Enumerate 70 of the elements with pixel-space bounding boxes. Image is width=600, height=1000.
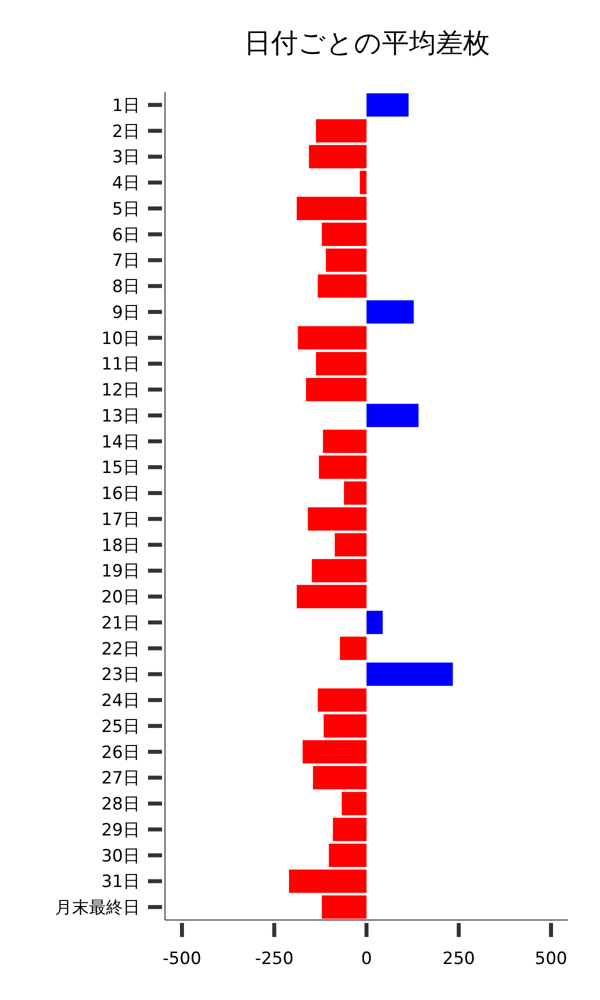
y-tick-label: 29日 [101,820,140,840]
y-tick-label: 30日 [101,846,140,866]
bar [332,818,366,842]
y-tick-label: 19日 [101,562,140,582]
bar [289,870,366,893]
x-tick-label: 250 [442,949,475,969]
bar [308,507,366,531]
y-tick-label: 16日 [101,484,140,504]
bar [366,93,409,117]
chart-title: 日付ごとの平均差枚 [244,28,490,59]
bar [324,714,366,738]
bar [316,119,366,142]
y-tick-label: 4日 [112,174,140,194]
bar [302,740,366,764]
y-tick-label: 8日 [112,277,140,298]
y-tick-label: 18日 [101,536,140,556]
y-tick-label: 2日 [112,122,140,142]
y-tick-label: 24日 [101,691,140,712]
x-tick-label: -250 [254,949,294,969]
bar [340,636,366,660]
bar [318,456,366,479]
y-tick-label: 5日 [112,199,140,220]
bar [296,584,366,608]
y-tick-label: 3日 [112,148,140,168]
y-tick-label: 15日 [101,458,140,478]
y-tick-label: 6日 [112,225,140,246]
x-tick-label: 0 [361,949,372,969]
bar [312,559,366,582]
y-tick-label: 27日 [101,768,140,789]
bar [322,895,366,919]
bar [318,274,366,298]
y-tick-label: 14日 [101,432,140,452]
x-tick-label: 500 [534,949,568,969]
bar [296,196,366,220]
y-tick-label: 25日 [101,716,140,737]
y-tick-label: 20日 [101,588,140,608]
bar [298,326,366,350]
bar [344,481,366,505]
bar [342,792,366,816]
y-tick-label: 21日 [101,613,140,634]
y-tick-label: 17日 [101,510,140,530]
y-tick-label: 23日 [101,665,140,686]
bar [334,533,366,556]
bar [360,170,366,194]
y-tick-label: 11日 [101,354,140,375]
y-tick-label: 月末最終日 [55,898,140,918]
y-tick-label: 31日 [101,872,140,892]
bar [316,352,366,376]
y-tick-label: 1日 [112,96,140,116]
bar [322,430,366,453]
bar [366,300,414,324]
y-tick-label: 13日 [101,406,140,426]
y-tick-label: 12日 [101,380,140,401]
bar [366,662,453,686]
bar [312,766,366,790]
x-tick-label: -500 [162,949,202,969]
y-tick-label: 26日 [101,742,140,763]
bar [322,222,366,246]
y-tick-label: 22日 [101,639,140,660]
bar [326,248,366,272]
bar [306,378,366,402]
y-tick-label: 10日 [101,328,140,349]
y-tick-label: 28日 [101,794,140,815]
bar [318,688,366,712]
bar [328,844,366,867]
bar [366,404,419,428]
bar [308,145,366,168]
bar [366,610,383,634]
y-tick-label: 9日 [112,302,140,323]
y-tick-label: 7日 [112,251,140,272]
